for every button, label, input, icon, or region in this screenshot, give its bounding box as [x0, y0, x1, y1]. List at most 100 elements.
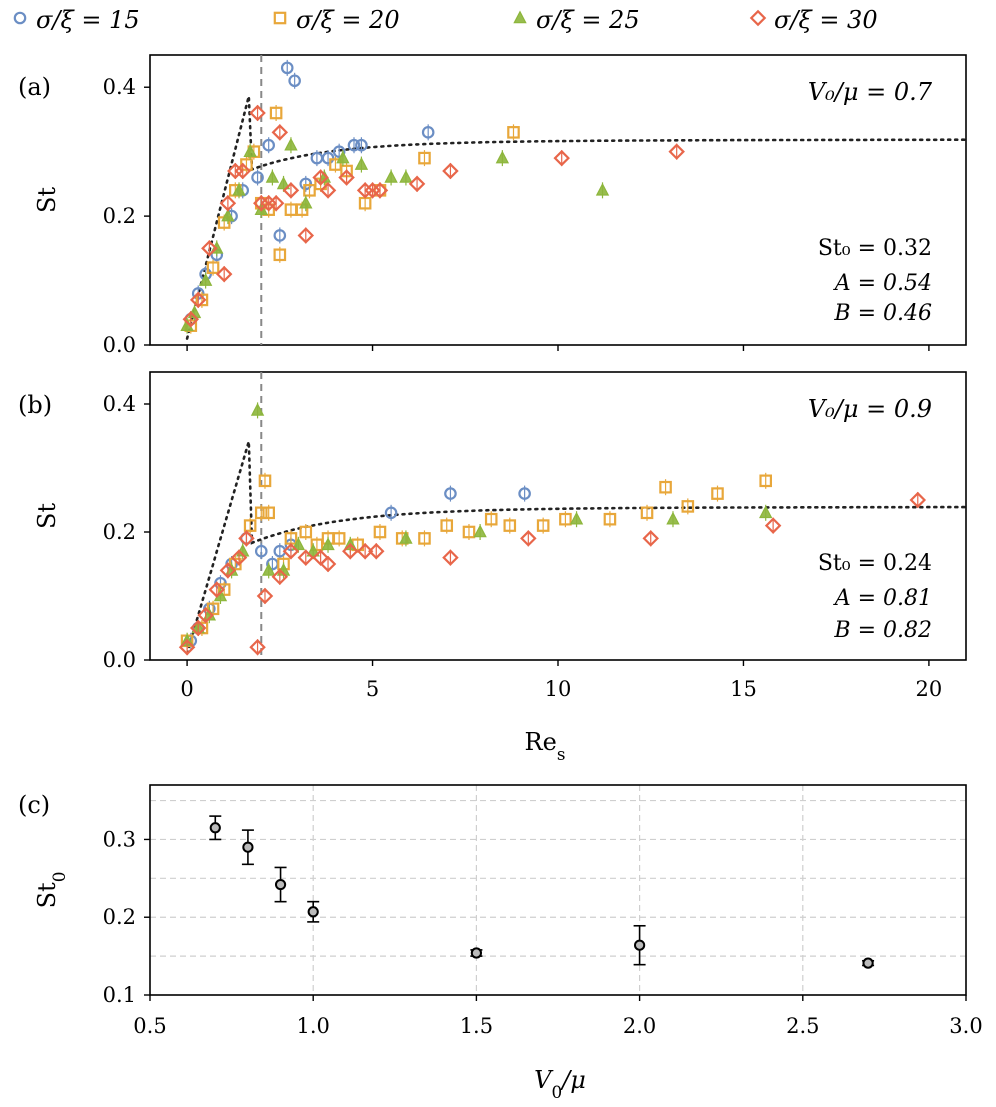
data-point — [182, 310, 200, 328]
panel-c: 0.1 0.2 0.3 0.5 1.0 1.5 2.0 2.5 3.0 (c) St0 V0/μ — [18, 784, 983, 1102]
data-point — [569, 511, 584, 525]
data-point — [243, 144, 257, 157]
y-tick-label: 0.1 — [103, 983, 136, 1007]
data-point — [332, 532, 346, 545]
panel-label: (c) — [18, 791, 50, 819]
plot-frame — [149, 784, 967, 996]
data-point — [254, 544, 268, 558]
y-tick-label: 0.0 — [103, 333, 136, 357]
data-point — [307, 906, 319, 918]
data-point — [249, 638, 266, 656]
data-point — [473, 524, 487, 538]
data-point — [371, 182, 389, 199]
x-tick-label: 3.0 — [949, 1014, 982, 1038]
y-tick-label: 0.2 — [103, 204, 136, 228]
legend-label-s15: σ/ξ = 15 — [36, 6, 140, 34]
data-point — [321, 537, 335, 551]
data-point — [484, 512, 498, 526]
data-point — [319, 182, 337, 199]
data-point — [198, 273, 213, 286]
x-tick-label: 1.5 — [460, 1014, 493, 1038]
x-axis-label: V0/μ — [534, 1066, 586, 1102]
x-axis-label: Res — [525, 728, 566, 764]
data-point — [440, 519, 454, 532]
data-point — [299, 525, 313, 539]
data-point — [234, 162, 251, 180]
data-point — [230, 549, 248, 566]
y-tick-label: 0.2 — [103, 905, 136, 929]
data-point — [553, 149, 570, 167]
x-tick-label: 0 — [180, 677, 193, 701]
data-point — [518, 487, 531, 500]
y-tick-label: 0.4 — [103, 75, 136, 99]
fit-param: St₀ = 0.32 — [818, 236, 932, 261]
data-point — [634, 939, 646, 951]
data-point — [310, 538, 324, 552]
data-point — [520, 530, 537, 547]
data-point — [321, 151, 335, 165]
legend: σ/ξ = 15 σ/ξ = 20 σ/ξ = 25 σ/ξ = 30 — [13, 6, 878, 34]
x-tick-label: 15 — [730, 677, 757, 701]
data-point — [319, 555, 337, 573]
data-point — [759, 505, 773, 519]
y-tick-label: 0.4 — [103, 392, 136, 416]
data-point — [254, 506, 268, 520]
data-point — [256, 587, 274, 605]
data-point — [206, 261, 220, 274]
data-point — [642, 530, 659, 547]
data-point — [215, 265, 233, 283]
data-point — [470, 947, 482, 959]
data-point — [208, 581, 226, 598]
data-point — [262, 562, 276, 576]
legend-label-s25: σ/ξ = 25 — [536, 6, 640, 34]
data-point — [462, 525, 476, 539]
data-point — [759, 474, 773, 488]
data-point — [862, 957, 874, 969]
x-tick-label: 0.5 — [133, 1014, 166, 1038]
data-point — [442, 162, 459, 180]
data-point — [332, 145, 346, 158]
data-point — [249, 104, 266, 122]
fit-curve — [185, 95, 968, 340]
data-point — [659, 480, 672, 494]
data-point — [303, 184, 316, 197]
data-point — [603, 512, 617, 526]
data-point — [195, 293, 209, 307]
data-point — [299, 177, 313, 191]
y-axis-label: St — [33, 503, 61, 529]
x-tick-label: 1.0 — [296, 1014, 329, 1038]
data-point — [711, 487, 724, 500]
legend-marker-s15 — [13, 11, 27, 25]
data-point — [189, 619, 207, 637]
series-s20 — [180, 472, 773, 649]
fit-curve — [185, 441, 968, 655]
data-point — [267, 194, 285, 212]
data-point — [221, 208, 235, 222]
data-point — [338, 169, 355, 186]
legend-label-s30: σ/ξ = 30 — [774, 6, 878, 34]
data-point — [336, 150, 350, 164]
fit-param: A = 0.54 — [833, 271, 932, 296]
legend-marker-s30 — [749, 9, 767, 27]
data-point — [282, 542, 300, 560]
data-point — [269, 106, 283, 120]
panel-label: (b) — [18, 391, 52, 419]
data-point — [367, 542, 385, 560]
data-point — [291, 537, 306, 551]
data-point — [503, 519, 517, 532]
data-point — [271, 124, 289, 141]
data-point — [355, 138, 368, 152]
data-point — [373, 525, 387, 539]
data-point — [178, 638, 196, 656]
data-point — [262, 138, 275, 152]
data-point — [764, 517, 782, 534]
data-point — [209, 822, 221, 834]
panel-title: V₀/μ = 0.9 — [808, 395, 932, 423]
data-point — [297, 549, 315, 566]
fit-param: St₀ = 0.24 — [818, 551, 932, 576]
data-point — [265, 169, 280, 183]
data-point — [342, 542, 359, 560]
fit-param: B = 0.46 — [833, 301, 932, 326]
series-s30 — [182, 104, 685, 328]
data-point — [421, 126, 435, 139]
